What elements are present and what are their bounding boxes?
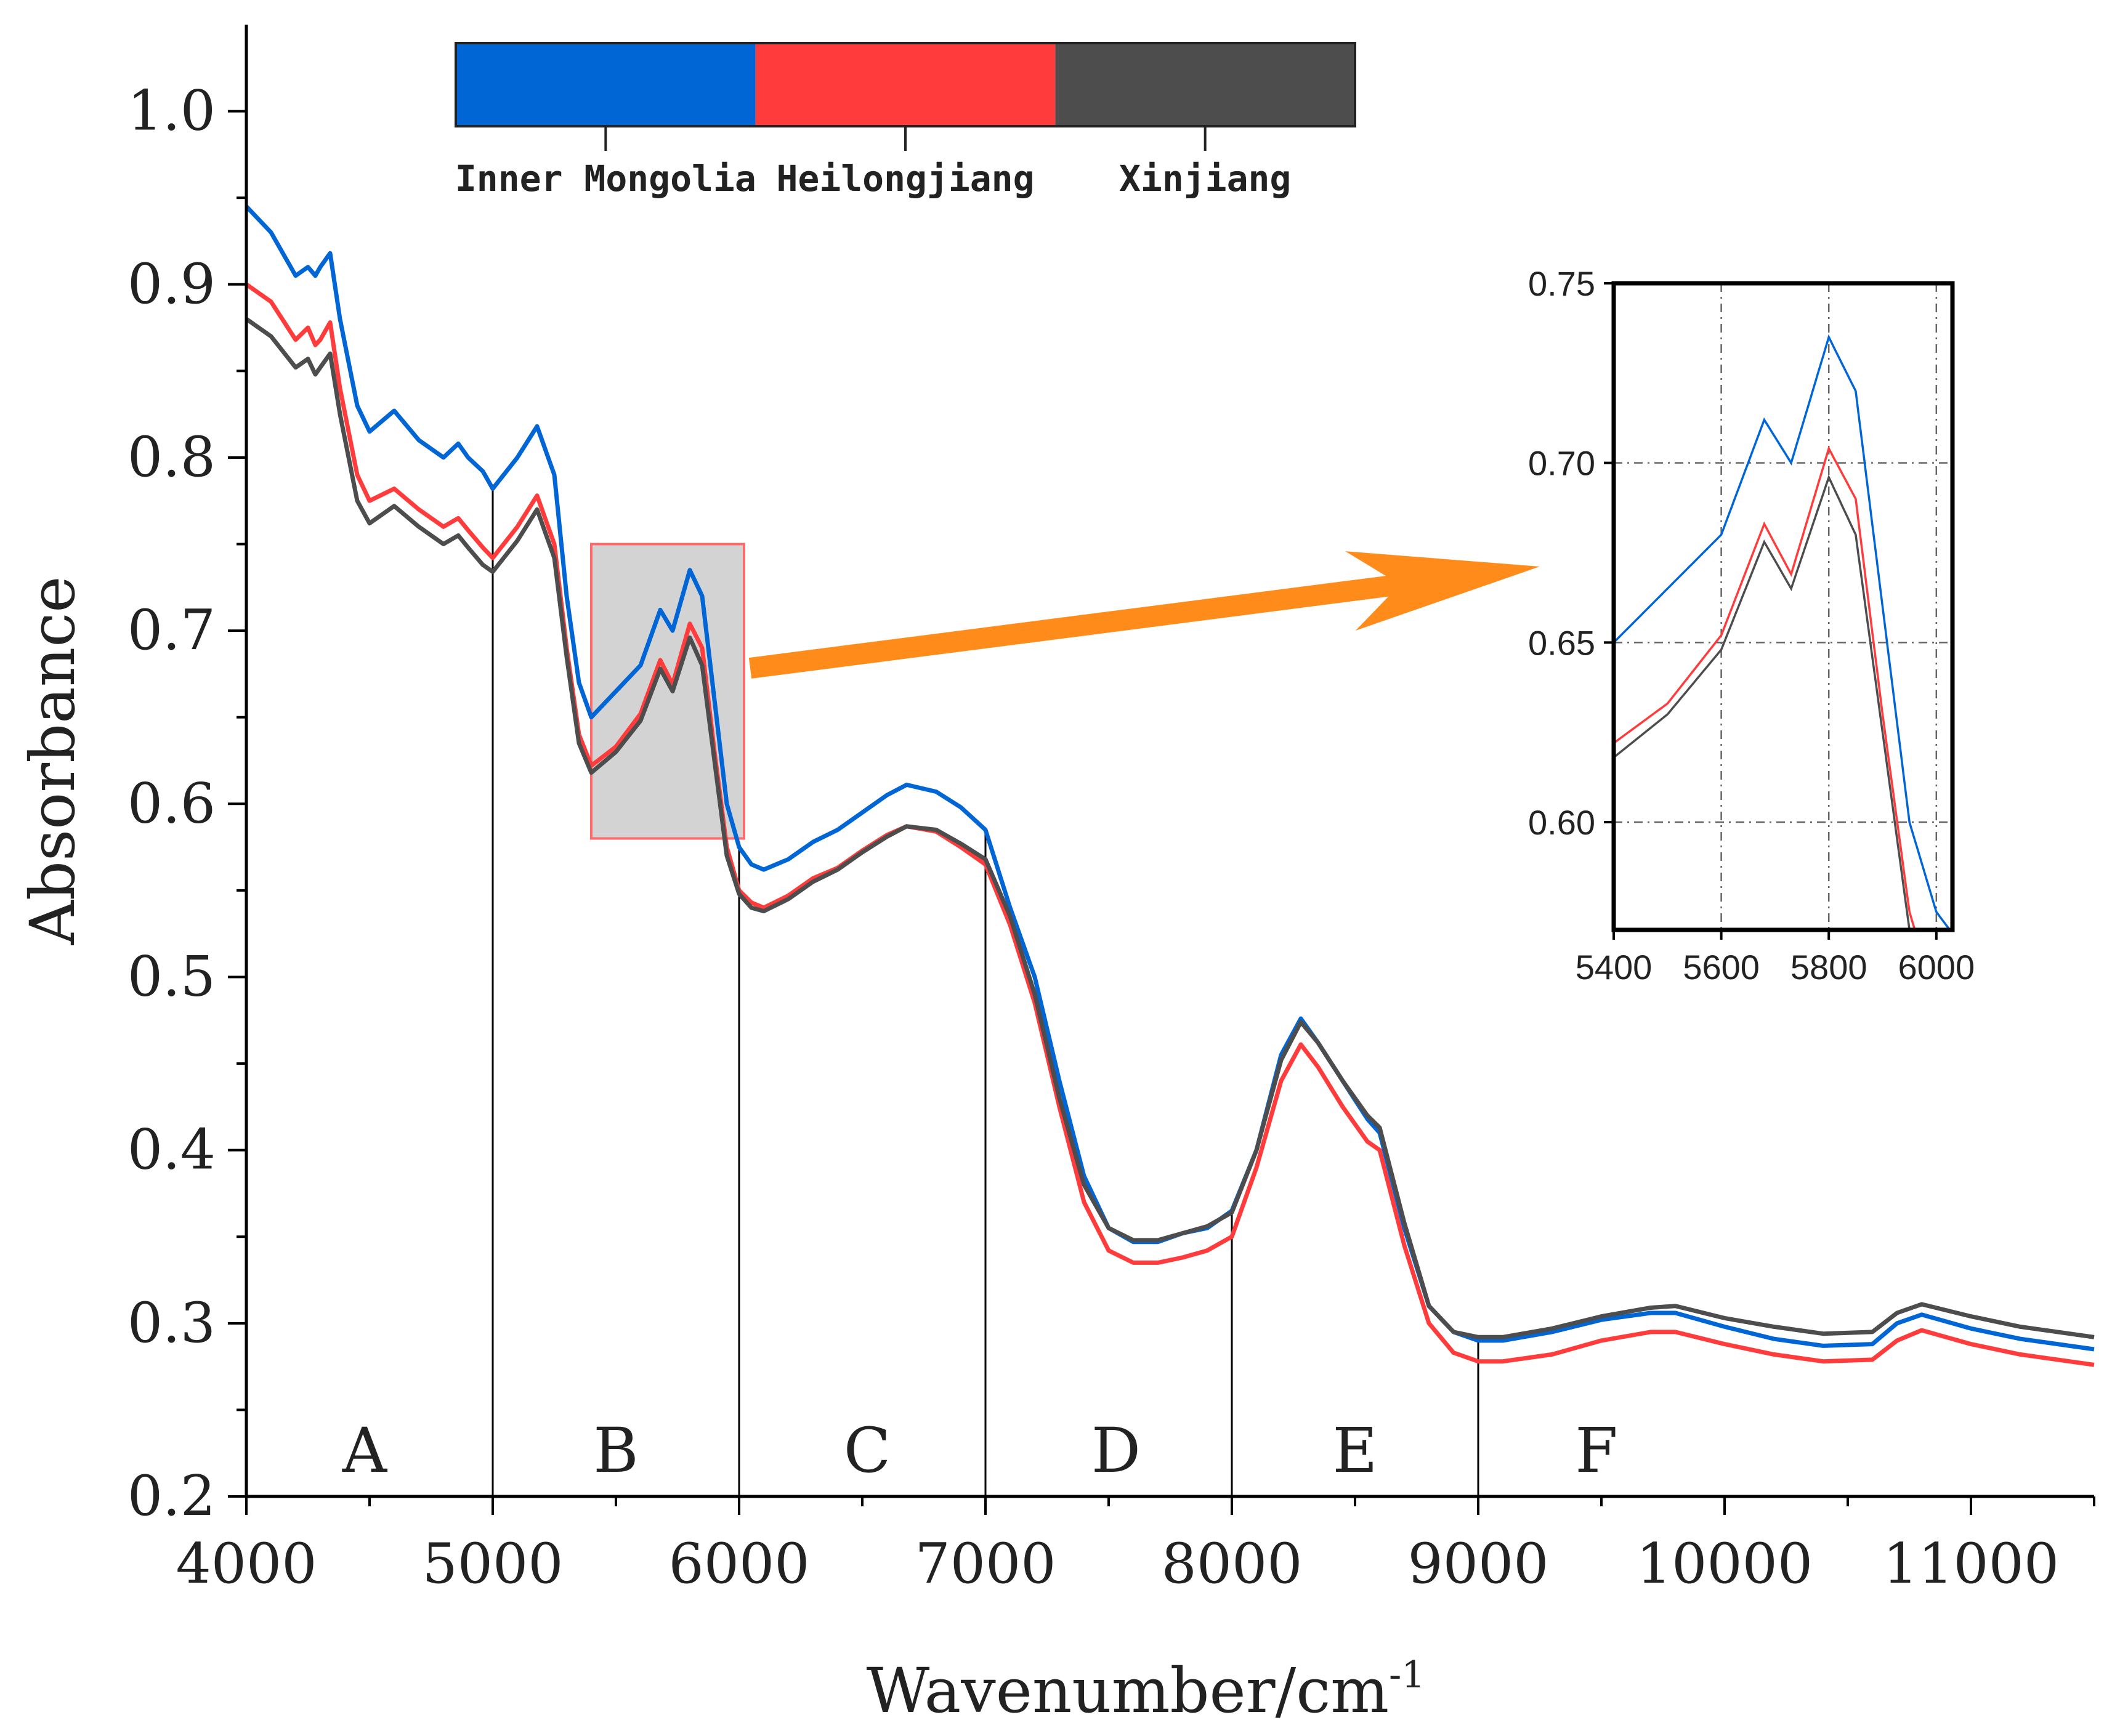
zoom-arrow — [748, 551, 1540, 679]
zoom-arrow-shape — [748, 551, 1540, 679]
x-tick-label: 4000 — [176, 1532, 317, 1596]
y-tick-label: 0.3 — [127, 1291, 216, 1355]
inset-y-tick-label: 0.60 — [1528, 803, 1595, 842]
legend: Inner Mongolia Heilongjiang Xinjiang — [455, 42, 1356, 200]
series-group — [245, 204, 2095, 1367]
y-tick-label: 1.0 — [127, 79, 216, 143]
inset-series-line-inner-mongolia — [1614, 334, 1951, 930]
x-tick-label: 9000 — [1407, 1532, 1548, 1596]
x-tick-label: 8000 — [1161, 1532, 1302, 1596]
y-tick-label: 0.6 — [127, 771, 216, 836]
x-axis-title-superscript: -1 — [1389, 1653, 1425, 1697]
x-axis-title-main: Wavenumber/cm — [867, 1655, 1390, 1727]
region-labels: A B C D E F — [342, 1415, 1618, 1487]
region-label: C — [844, 1415, 891, 1487]
x-tick-label: 6000 — [668, 1532, 809, 1596]
legend-swatch — [755, 43, 1056, 126]
inset-y-tick-label: 0.65 — [1528, 623, 1595, 662]
inset-x-tick-label: 6000 — [1898, 948, 1975, 987]
x-axis-title: Wavenumber/cm-1 — [867, 1653, 1425, 1727]
inset-chart: 0.60 0.65 0.70 0.75 5400 5600 5800 6000 — [1528, 264, 1975, 987]
series-line-inner-mongolia — [245, 204, 2095, 1352]
region-label: F — [1575, 1415, 1617, 1487]
y-tick-label: 0.5 — [127, 944, 216, 1009]
inset-y-tick-label: 0.75 — [1528, 264, 1595, 303]
inset-x-tick-label: 5400 — [1576, 948, 1653, 987]
inset-x-tick-label: 5600 — [1683, 948, 1760, 987]
inset-series-group — [1614, 334, 1951, 930]
y-tick-label: 0.9 — [127, 252, 216, 317]
y-tick-label: 0.2 — [127, 1464, 216, 1528]
inset-y-tick-label: 0.70 — [1528, 444, 1595, 483]
inset-frame — [1611, 281, 1955, 932]
x-tick-label: 10000 — [1637, 1532, 1813, 1596]
series-line-xinjiang — [245, 317, 2095, 1339]
legend-swatch — [1055, 43, 1355, 126]
legend-swatch — [456, 43, 756, 126]
x-tick-label: 11000 — [1883, 1532, 2059, 1596]
inset-background — [1614, 283, 1952, 930]
legend-label: Xinjiang — [1119, 158, 1291, 200]
legend-label: Inner Mongolia — [455, 158, 756, 200]
inset-series-line-heilongjiang — [1614, 445, 1916, 930]
region-label: B — [593, 1415, 639, 1487]
x-tick-label: 5000 — [422, 1532, 563, 1596]
axes: 0.2 0.3 0.4 0.5 0.6 0.7 0.8 0.9 1.0 4000 5000 6000 7… — [127, 25, 2095, 1596]
legend-label: Heilongjiang — [776, 158, 1034, 200]
region-dividers — [492, 488, 1479, 1496]
x-tick-label: 7000 — [915, 1532, 1056, 1596]
y-axis-title: Absorbance — [17, 576, 89, 946]
region-label: E — [1333, 1415, 1378, 1487]
inset-x-tick-label: 5800 — [1790, 948, 1867, 987]
y-tick-label: 0.8 — [127, 425, 216, 490]
region-label: D — [1091, 1415, 1141, 1487]
region-label: A — [342, 1415, 388, 1487]
inset-series-line-xinjiang — [1614, 474, 1911, 930]
y-tick-label: 0.4 — [127, 1118, 216, 1182]
y-tick-label: 0.7 — [127, 598, 216, 663]
